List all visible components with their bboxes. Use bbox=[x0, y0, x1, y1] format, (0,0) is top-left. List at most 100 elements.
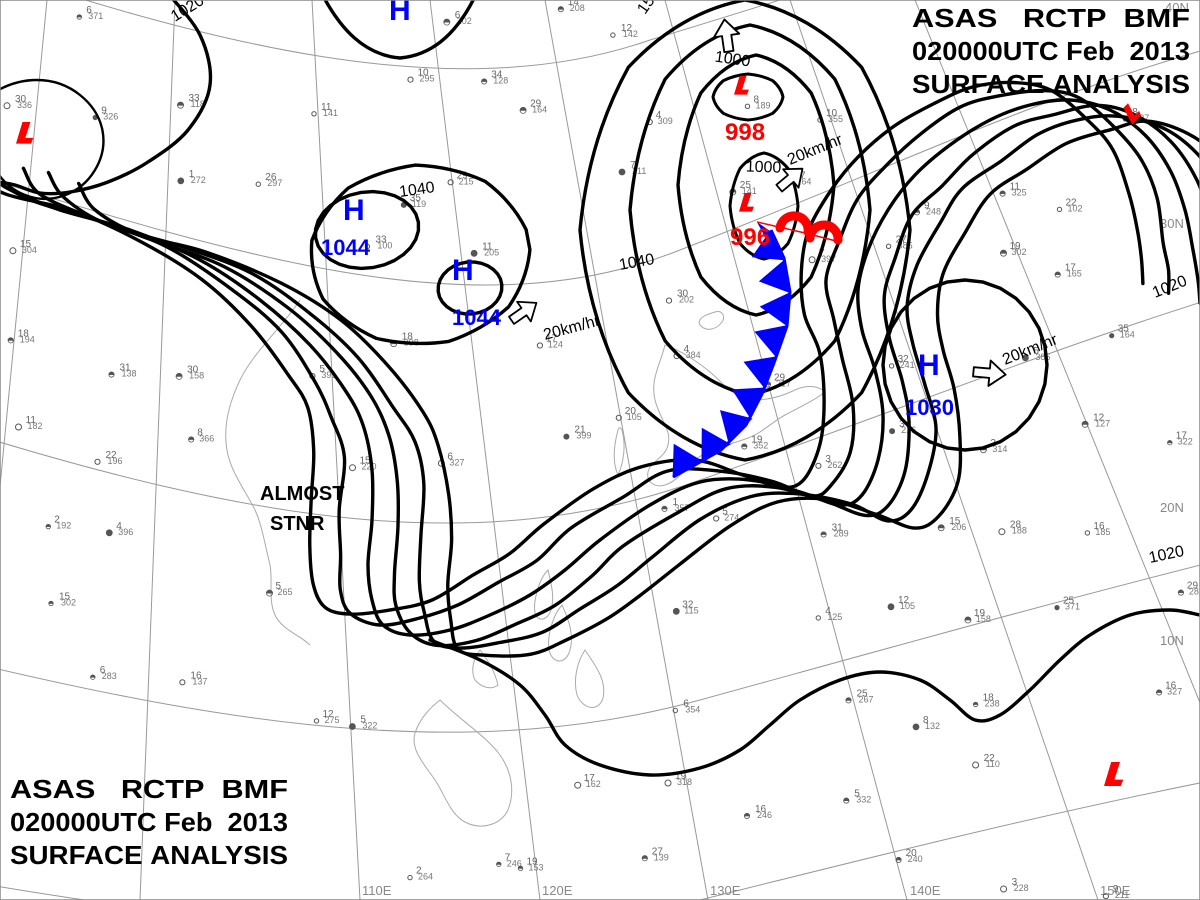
svg-text:182: 182 bbox=[28, 421, 43, 431]
svg-text:20N: 20N bbox=[1160, 500, 1184, 515]
svg-text:185: 185 bbox=[1095, 527, 1110, 537]
svg-text:355: 355 bbox=[828, 114, 843, 124]
svg-text:205: 205 bbox=[484, 247, 499, 257]
svg-text:127: 127 bbox=[1095, 418, 1110, 428]
svg-text:128: 128 bbox=[493, 76, 508, 86]
svg-text:240: 240 bbox=[908, 854, 923, 864]
svg-text:371: 371 bbox=[88, 11, 103, 21]
svg-text:275: 275 bbox=[325, 715, 340, 725]
svg-text:318: 318 bbox=[677, 777, 692, 787]
svg-text:162: 162 bbox=[586, 779, 601, 789]
svg-text:153: 153 bbox=[529, 862, 544, 872]
svg-text:327: 327 bbox=[1167, 687, 1182, 697]
svg-text:10N: 10N bbox=[1160, 633, 1184, 648]
svg-text:304: 304 bbox=[22, 245, 37, 255]
svg-text:262: 262 bbox=[827, 460, 842, 470]
svg-text:ALMOST: ALMOST bbox=[260, 483, 344, 505]
svg-text:SURFACE ANALYSIS: SURFACE ANALYSIS bbox=[10, 840, 288, 870]
svg-text:295: 295 bbox=[420, 74, 435, 84]
svg-text:194: 194 bbox=[20, 334, 35, 344]
svg-text:241: 241 bbox=[900, 360, 915, 370]
svg-text:384: 384 bbox=[686, 350, 701, 360]
svg-text:264: 264 bbox=[418, 872, 433, 882]
svg-text:130E: 130E bbox=[710, 883, 741, 898]
svg-text:202: 202 bbox=[679, 295, 694, 305]
svg-text:336: 336 bbox=[17, 100, 32, 110]
svg-text:138: 138 bbox=[122, 369, 137, 379]
svg-text:354: 354 bbox=[685, 705, 700, 715]
svg-text:120E: 120E bbox=[542, 883, 573, 898]
svg-text:283: 283 bbox=[102, 671, 117, 681]
svg-text:326: 326 bbox=[103, 112, 118, 122]
svg-text:302: 302 bbox=[1012, 247, 1027, 257]
svg-text:998: 998 bbox=[725, 119, 765, 146]
svg-text:1044: 1044 bbox=[321, 235, 371, 260]
svg-text:115: 115 bbox=[684, 605, 698, 615]
svg-text:H: H bbox=[918, 349, 940, 382]
svg-text:110: 110 bbox=[986, 759, 1000, 769]
svg-text:164: 164 bbox=[1120, 330, 1135, 340]
svg-text:1000: 1000 bbox=[745, 158, 781, 176]
svg-text:297: 297 bbox=[267, 178, 282, 188]
svg-text:119: 119 bbox=[412, 199, 426, 209]
svg-text:322: 322 bbox=[1178, 437, 1193, 447]
svg-text:H: H bbox=[389, 0, 411, 27]
svg-text:158: 158 bbox=[189, 370, 204, 380]
svg-text:281: 281 bbox=[1189, 587, 1200, 597]
svg-text:ASAS RCTP BMF: ASAS RCTP BMF bbox=[912, 3, 1190, 33]
svg-text:238: 238 bbox=[985, 699, 1000, 709]
svg-text:208: 208 bbox=[570, 3, 585, 13]
svg-text:110E: 110E bbox=[362, 883, 392, 898]
svg-text:302: 302 bbox=[61, 598, 76, 608]
svg-text:ASAS RCTP BMF: ASAS RCTP BMF bbox=[10, 774, 288, 804]
svg-text:265: 265 bbox=[278, 587, 293, 597]
svg-text:396: 396 bbox=[118, 527, 133, 537]
svg-text:366: 366 bbox=[199, 434, 214, 444]
svg-text:272: 272 bbox=[191, 175, 206, 185]
svg-text:248: 248 bbox=[926, 206, 941, 216]
svg-text:164: 164 bbox=[532, 104, 547, 114]
svg-text:H: H bbox=[343, 194, 365, 227]
svg-text:327: 327 bbox=[449, 457, 464, 467]
svg-text:325: 325 bbox=[1012, 188, 1027, 198]
svg-text:SURFACE ANALYSIS: SURFACE ANALYSIS bbox=[912, 69, 1190, 99]
svg-text:211: 211 bbox=[1115, 890, 1129, 900]
svg-text:165: 165 bbox=[1067, 269, 1082, 279]
svg-text:141: 141 bbox=[323, 108, 338, 118]
svg-text:105: 105 bbox=[627, 412, 642, 422]
svg-text:140E: 140E bbox=[910, 883, 941, 898]
svg-text:996: 996 bbox=[730, 224, 770, 251]
svg-text:399: 399 bbox=[576, 431, 591, 441]
svg-text:30N: 30N bbox=[1160, 216, 1184, 231]
svg-text:352: 352 bbox=[753, 441, 768, 451]
svg-text:220: 220 bbox=[362, 462, 377, 472]
svg-text:132: 132 bbox=[925, 721, 940, 731]
svg-text:206: 206 bbox=[951, 522, 966, 532]
svg-text:125: 125 bbox=[827, 612, 842, 622]
svg-text:289: 289 bbox=[834, 529, 849, 539]
svg-text:105: 105 bbox=[900, 601, 915, 611]
svg-text:267: 267 bbox=[859, 694, 874, 704]
svg-text:246: 246 bbox=[757, 810, 772, 820]
svg-text:332: 332 bbox=[856, 795, 871, 805]
svg-text:188: 188 bbox=[1012, 526, 1027, 536]
svg-text:322: 322 bbox=[362, 721, 377, 731]
svg-text:H: H bbox=[452, 254, 474, 287]
svg-text:139: 139 bbox=[654, 852, 669, 862]
svg-text:196: 196 bbox=[108, 456, 123, 466]
svg-text:215: 215 bbox=[459, 176, 474, 186]
svg-text:1044: 1044 bbox=[452, 305, 502, 330]
svg-text:STNR: STNR bbox=[270, 513, 325, 535]
svg-text:020000UTC Feb 2013: 020000UTC Feb 2013 bbox=[912, 36, 1190, 66]
svg-text:158: 158 bbox=[976, 614, 991, 624]
svg-text:102: 102 bbox=[1068, 203, 1083, 213]
svg-text:228: 228 bbox=[1014, 883, 1029, 893]
svg-text:309: 309 bbox=[658, 116, 673, 126]
svg-text:142: 142 bbox=[623, 29, 638, 39]
svg-text:020000UTC Feb 2013: 020000UTC Feb 2013 bbox=[10, 807, 288, 837]
svg-text:137: 137 bbox=[192, 676, 207, 686]
svg-text:1030: 1030 bbox=[905, 395, 954, 420]
svg-text:192: 192 bbox=[56, 521, 71, 531]
svg-text:371: 371 bbox=[1065, 602, 1080, 612]
svg-text:100: 100 bbox=[377, 240, 392, 250]
